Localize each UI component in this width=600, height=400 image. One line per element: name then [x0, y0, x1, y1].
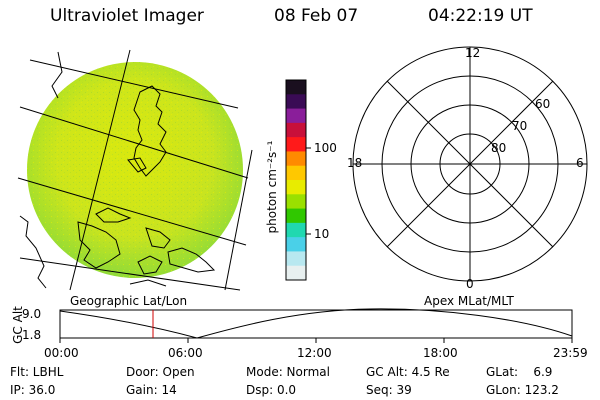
alt-xtick-2359: 23:59 [553, 346, 588, 360]
info-seq: Seq: 39 [366, 383, 412, 397]
mlt-label-18: 18 [347, 156, 363, 170]
colorbar-unit: photon cm⁻²s⁻¹ [265, 140, 279, 234]
info-dsp: Dsp: 0.0 [246, 383, 297, 397]
info-glat: GLat: 6.9 [486, 365, 553, 379]
info-door: Door: Open [126, 365, 195, 379]
mlt-label-6: 6 [576, 156, 584, 170]
colorbar-band [286, 122, 306, 138]
colorbar-band [286, 251, 306, 267]
mlt-label-0: 0 [466, 277, 474, 291]
altitude-curve [59, 308, 573, 339]
time-label: 04:22:19 UT [428, 6, 533, 26]
colorbar-band [286, 151, 306, 167]
colorbar [286, 80, 306, 281]
alt-xtick-0000: 00:00 [44, 346, 79, 360]
alt-ytick-1.8: 1.8 [22, 328, 42, 342]
altitude-plot [59, 308, 573, 343]
map-grid [17, 49, 253, 291]
info-gain: Gain: 14 [126, 383, 177, 397]
info-ip: IP: 36.0 [10, 383, 56, 397]
colorbar-label-100: 100 [314, 141, 337, 155]
colorbar-band [286, 208, 306, 224]
alt-xtick-1800: 18:00 [423, 346, 458, 360]
colorbar-band [286, 265, 306, 281]
polar-grid [352, 46, 588, 282]
map-caption: Geographic Lat/Lon [70, 294, 188, 308]
colorbar-band [286, 137, 306, 152]
coastlines [19, 51, 216, 289]
colorbar-band [286, 94, 306, 110]
colorbar-frame [285, 79, 307, 281]
colorbar-band [286, 80, 306, 95]
colorbar-band [286, 108, 306, 124]
mlt-label-12: 12 [465, 46, 481, 60]
date-label: 08 Feb 07 [274, 6, 359, 26]
instrument-title: Ultraviolet Imager [50, 6, 204, 26]
info-gcalt: GC Alt: 4.5 Re [366, 365, 450, 379]
colorbar-band [286, 237, 306, 252]
colorbar-band [286, 222, 306, 238]
mlat-label-70: 70 [512, 119, 528, 133]
alt-xtick-1200: 12:00 [297, 346, 332, 360]
colorbar-label-10: 10 [314, 227, 330, 241]
uv-earth-image [27, 62, 243, 278]
mlat-label-60: 60 [535, 97, 551, 111]
info-flt: Flt: LBHL [10, 365, 64, 379]
colorbar-band [286, 194, 306, 210]
mlat-label-80: 80 [491, 141, 507, 155]
info-mode: Mode: Normal [246, 365, 330, 379]
colorbar-band [286, 180, 306, 195]
alt-ytick-9: 9.0 [22, 307, 42, 321]
colorbar-band [286, 165, 306, 181]
polar-caption: Apex MLat/MLT [424, 294, 514, 308]
info-glon: GLon: 123.2 [486, 383, 559, 397]
alt-xtick-0600: 06:00 [168, 346, 203, 360]
